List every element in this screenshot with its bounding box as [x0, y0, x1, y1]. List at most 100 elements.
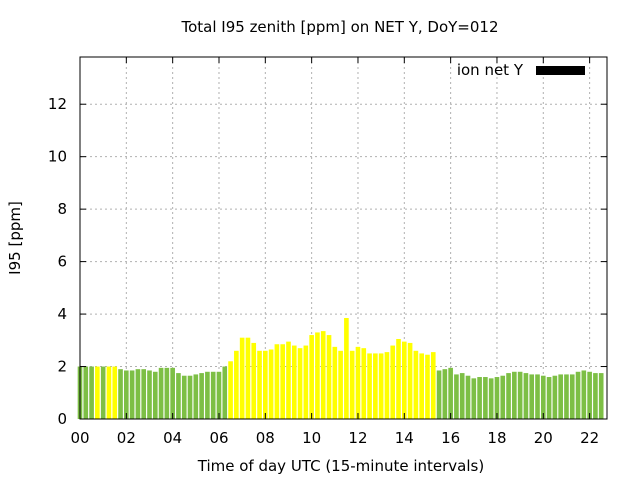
bar [187, 375, 193, 419]
x-tick-label: 14 [395, 429, 414, 447]
chart-title: Total I95 zenith [ppm] on NET Y, DoY=012 [180, 18, 498, 36]
bar [436, 370, 442, 419]
bar [361, 348, 367, 419]
bar [268, 349, 274, 419]
bar [141, 369, 147, 419]
bar [598, 373, 604, 419]
bar [344, 318, 349, 419]
bar [459, 373, 465, 419]
plot-frame [79, 56, 608, 420]
x-tick-label: 10 [302, 429, 321, 447]
bar [465, 375, 471, 419]
bar [83, 366, 89, 419]
bar [176, 373, 181, 419]
bar [199, 373, 204, 419]
y-tick-label: 10 [48, 148, 67, 166]
bar [552, 375, 558, 419]
y-tick-label: 2 [57, 358, 67, 376]
bar [234, 350, 239, 419]
bar [523, 373, 529, 419]
x-tick-label: 22 [580, 429, 599, 447]
bar [396, 338, 401, 419]
bar [274, 344, 280, 419]
bar [112, 366, 118, 419]
bar [500, 375, 506, 419]
grid-lines [80, 57, 607, 419]
x-tick-label: 16 [441, 429, 460, 447]
bar [419, 353, 424, 419]
bar [291, 345, 297, 419]
bar [593, 373, 598, 419]
bar [228, 361, 233, 419]
bar [338, 350, 343, 419]
y-tick-label: 8 [57, 200, 67, 218]
x-tick-label: 04 [163, 429, 182, 447]
x-tick-label: 12 [348, 429, 367, 447]
bar [147, 370, 152, 419]
bar [540, 375, 546, 419]
legend-swatch [536, 66, 585, 75]
y-tick-label: 0 [57, 410, 67, 428]
bar [216, 371, 222, 419]
x-tick-label: 18 [487, 429, 506, 447]
bar [297, 348, 303, 419]
bar [558, 374, 563, 419]
bar [251, 342, 257, 419]
y-tick-label: 12 [48, 95, 67, 113]
bar [384, 352, 390, 419]
bar [373, 353, 378, 419]
bar [129, 370, 135, 419]
bar [222, 366, 228, 419]
bar [89, 366, 94, 419]
bar [326, 335, 332, 419]
bar [564, 374, 569, 419]
bar [106, 366, 112, 419]
bar [442, 369, 448, 419]
bar [407, 342, 413, 419]
bar [181, 375, 187, 419]
bar [205, 371, 210, 419]
y-axis-ticks: 0 2 4 6 8 10 12 [48, 95, 607, 428]
legend: ion net Y [457, 61, 585, 79]
bar [164, 367, 170, 419]
bar [349, 350, 355, 419]
bar [413, 350, 419, 419]
x-axis-ticks: 00 02 04 06 08 10 12 14 16 18 20 22 [70, 57, 599, 447]
bar [569, 374, 575, 419]
bar [239, 337, 245, 419]
y-axis-label: I95 [ppm] [6, 201, 24, 275]
bar [257, 350, 262, 419]
bar [477, 377, 482, 419]
bar [401, 341, 407, 419]
bar [118, 369, 123, 419]
x-tick-label: 08 [256, 429, 275, 447]
bar [378, 353, 384, 419]
bar [280, 344, 286, 419]
bar [100, 366, 106, 419]
y-tick-label: 4 [57, 305, 67, 323]
bar [575, 371, 581, 419]
bar [152, 371, 158, 419]
bar [529, 374, 535, 419]
bar [286, 341, 291, 419]
bar [448, 367, 453, 419]
bar [483, 377, 488, 419]
bar [309, 335, 314, 419]
bar [170, 367, 175, 419]
bar [95, 366, 100, 419]
bar [425, 354, 430, 419]
bar [471, 378, 477, 419]
bar [210, 371, 216, 419]
bar [535, 374, 540, 419]
bar [303, 345, 309, 419]
x-tick-label: 20 [534, 429, 553, 447]
legend-label: ion net Y [457, 61, 524, 79]
x-tick-label: 06 [209, 429, 228, 447]
bar [506, 373, 511, 419]
bar [135, 369, 141, 419]
y-tick-label: 6 [57, 253, 67, 271]
bar [454, 374, 459, 419]
bar [320, 331, 326, 419]
bar [517, 371, 523, 419]
